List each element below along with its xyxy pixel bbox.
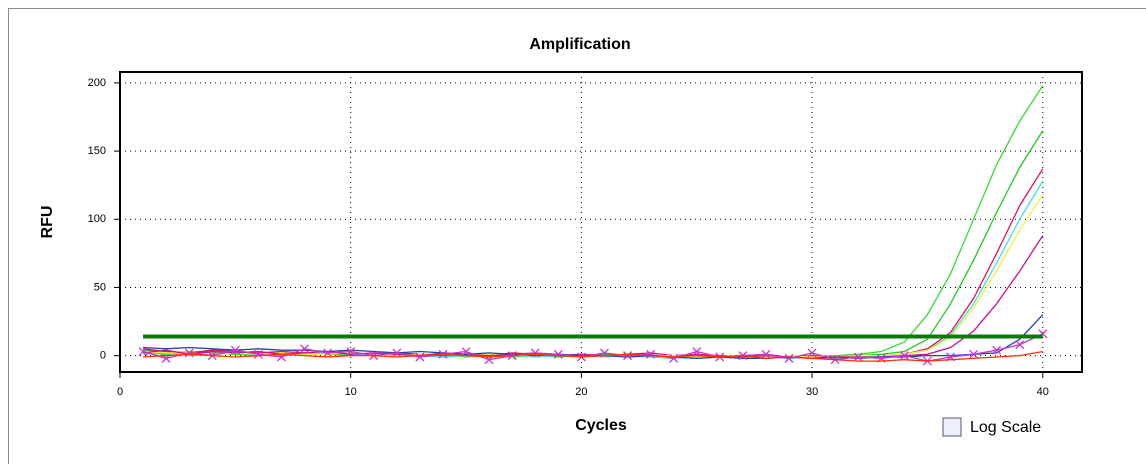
log-scale-label[interactable]: Log Scale [970,419,1041,436]
x-tick-label: 30 [806,386,818,398]
y-tick-label: 50 [94,281,106,293]
x-tick-label: 40 [1037,386,1049,398]
x-tick-label: 10 [345,386,357,398]
y-tick-label: 0 [100,350,106,362]
x-axis-label: Cycles [575,417,627,434]
x-tick-label: 20 [575,386,587,398]
x-tick-label: 0 [117,386,123,398]
chart-title: Amplification [529,36,630,53]
page: Amplification Cycles RFU Log Scale 0 50 10… [0,0,1146,464]
y-tick-label: 200 [88,77,106,89]
y-axis-label: RFU [39,206,56,239]
log-scale-checkbox[interactable] [943,418,961,436]
plot-area [120,72,1082,372]
y-tick-label: 100 [88,213,106,225]
chart: Amplification Cycles RFU Log Scale 0 50 10… [0,0,1146,464]
y-tick-label: 150 [88,145,106,157]
